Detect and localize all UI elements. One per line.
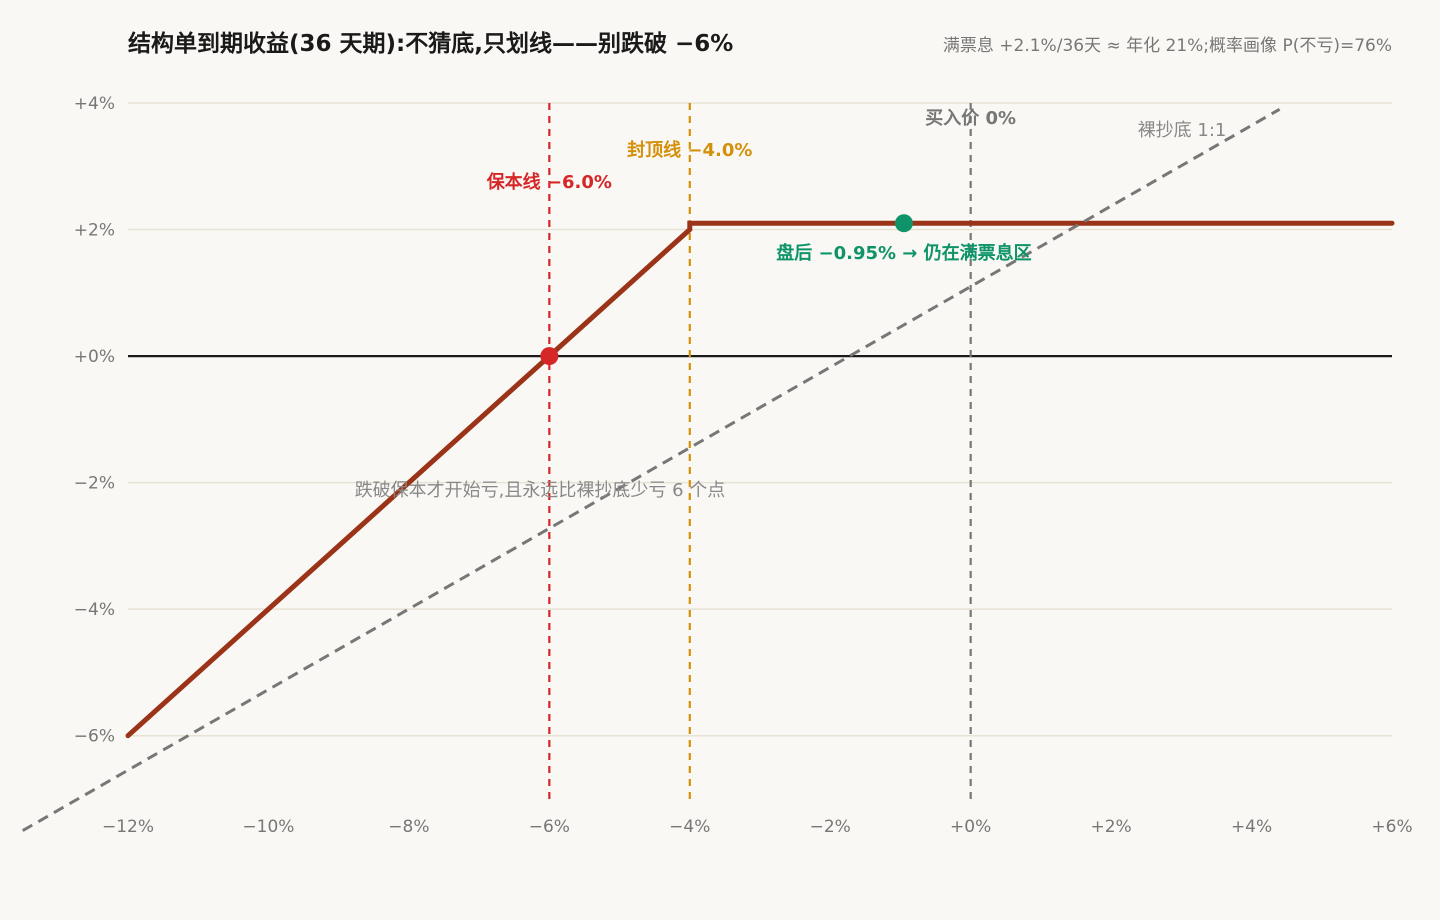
- x-tick-label: −10%: [242, 817, 294, 837]
- series-diagonal-label: 裸抄底 1:1: [1138, 120, 1227, 141]
- y-tick-label: −2%: [74, 474, 115, 494]
- line-layer: [21, 103, 1395, 832]
- label-layer: 保本线 −6.0% 封顶线 −4.0% 买入价 0% 裸抄底 1:1 盘后 −0.95%…: [355, 108, 1227, 501]
- point-label-1: 盘后 −0.95% → 仍在满票息区: [776, 242, 1031, 264]
- chart-subtitle: 满票息 +2.1%/36天 ≈ 年化 21%;概率画像 P(不亏)=76%: [943, 36, 1392, 56]
- y-tick-label: −6%: [74, 727, 115, 747]
- y-tick-label: −4%: [74, 600, 115, 620]
- x-tick-label: −2%: [810, 817, 851, 837]
- x-tick-label: −12%: [102, 817, 154, 837]
- series-payoff-line: [125, 220, 1395, 739]
- y-tick-label: +0%: [74, 347, 115, 367]
- x-tick-label: +6%: [1371, 817, 1412, 837]
- x-tick-label: +4%: [1231, 817, 1272, 837]
- point-marker-0: [540, 347, 559, 366]
- vline-label-1: 封顶线 −4.0%: [627, 139, 752, 161]
- chart-title: 结构单到期收益(36 天期):不猜底,只划线——别跌破 −6%: [128, 30, 733, 57]
- x-tick-label: −6%: [529, 817, 570, 837]
- x-tick-label: −8%: [388, 817, 429, 837]
- x-tick-label: +2%: [1091, 817, 1132, 837]
- annotation-text: 跌破保本才开始亏,且永远比裸抄底少亏 6 个点: [355, 480, 726, 501]
- y-tick-label: +2%: [74, 221, 115, 241]
- y-tick-label: +4%: [74, 94, 115, 114]
- vline-label-2: 买入价 0%: [925, 108, 1016, 129]
- vline-label-0: 保本线 −6.0%: [486, 171, 612, 193]
- grid-layer: +4% +2% +0% −2% −4% −6% −12% −10% −8% −6% −4% −2% +0…: [74, 94, 1413, 837]
- point-marker-1: [894, 214, 913, 233]
- x-tick-label: +0%: [950, 817, 991, 837]
- series-diagonal-line: [21, 107, 1281, 832]
- x-tick-label: −4%: [669, 817, 710, 837]
